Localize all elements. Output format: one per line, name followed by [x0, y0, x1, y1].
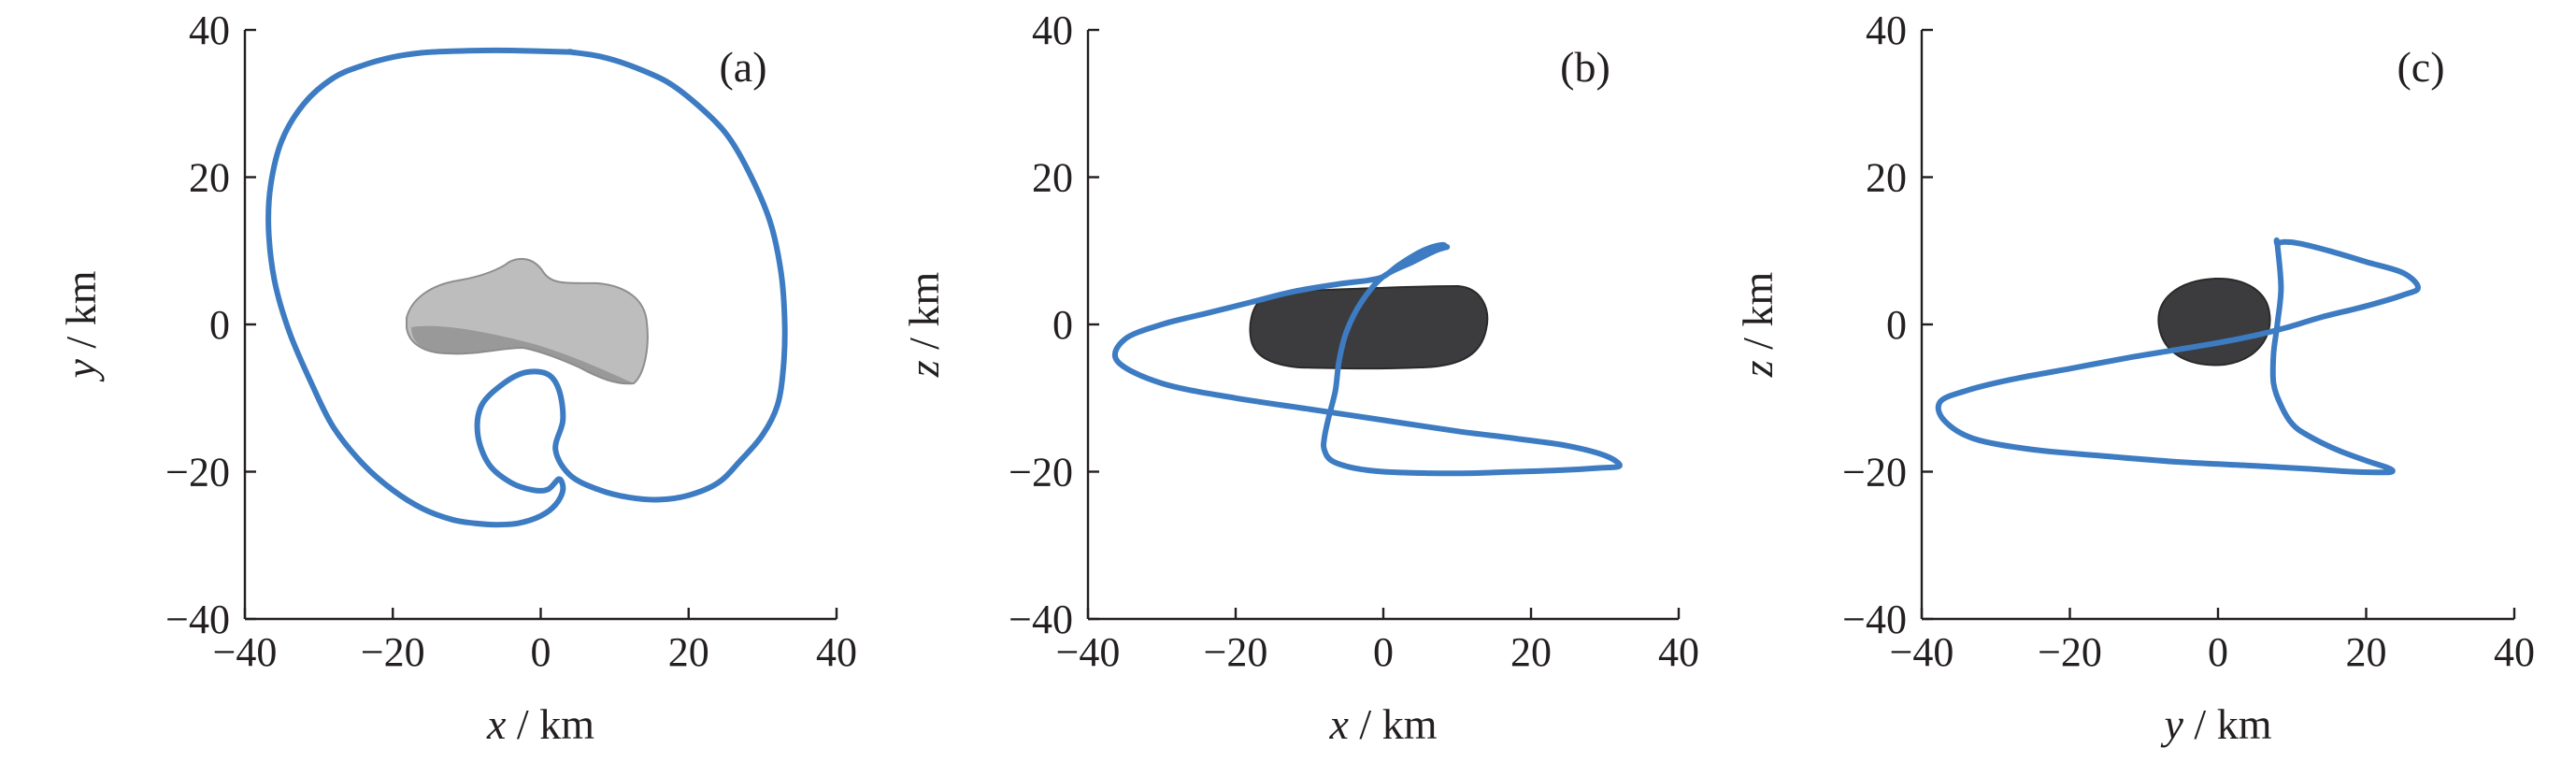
x-tick-label: −20: [2038, 629, 2102, 675]
panel-label: (c): [2397, 43, 2444, 91]
asteroid-bodies: [406, 257, 2271, 385]
panel-label: (a): [719, 43, 766, 91]
y-axis-label: z / km: [1734, 272, 1782, 379]
y-tick-label: 20: [1032, 155, 1073, 201]
trajectory-series-line: [265, 47, 788, 528]
x-tick-label: −20: [1204, 629, 1268, 675]
x-tick-label: 0: [2208, 629, 2228, 675]
y-axis-variable: y: [57, 358, 105, 381]
x-axis-unit: / km: [2183, 700, 2272, 748]
x-tick-label: 40: [1658, 629, 1699, 675]
y-tick-label: 40: [1866, 7, 1907, 53]
panel-label: (b): [1560, 43, 1610, 91]
asteroid-body-a: [406, 257, 649, 385]
x-axis-label: x / km: [1329, 700, 1438, 748]
x-axis-variable: x: [1329, 700, 1350, 748]
x-tick-label: 40: [2494, 629, 2535, 675]
x-tick-label: −40: [1890, 629, 1954, 675]
x-axis-variable: y: [2161, 700, 2184, 748]
y-axis-label: y / km: [57, 270, 105, 381]
y-tick-label: −40: [165, 597, 230, 642]
y-tick-label: −40: [1009, 597, 1073, 642]
y-tick-label: 0: [1886, 302, 1907, 348]
trajectory-series-line: [1935, 237, 2421, 476]
y-axis-variable: z: [900, 360, 948, 378]
y-tick-label: 20: [1866, 155, 1907, 201]
x-tick-label: −20: [361, 629, 425, 675]
y-axis-unit: / km: [900, 272, 948, 361]
y-tick-label: −20: [1842, 450, 1907, 496]
y-tick-label: −20: [165, 450, 230, 496]
x-axis-unit: / km: [506, 700, 594, 748]
x-axis-label: x / km: [486, 700, 594, 748]
x-tick-label: −40: [213, 629, 278, 675]
x-axis-label: y / km: [2161, 700, 2272, 748]
asteroid-shading-a: [411, 325, 634, 384]
y-tick-label: −20: [1009, 450, 1073, 496]
x-axis-unit: / km: [1349, 700, 1438, 748]
y-axis-variable: z: [1734, 360, 1782, 378]
y-axis-unit: / km: [57, 270, 105, 359]
y-axis-unit: / km: [1734, 272, 1782, 361]
asteroid-body-b: [1249, 284, 1489, 370]
y-tick-label: 20: [189, 155, 230, 201]
asteroid-body-c: [2157, 277, 2271, 367]
x-tick-label: 20: [1510, 629, 1552, 675]
x-tick-label: 0: [1373, 629, 1394, 675]
x-tick-label: 40: [816, 629, 857, 675]
x-axis-variable: x: [486, 700, 507, 748]
y-tick-label: 40: [189, 7, 230, 53]
y-tick-label: 40: [1032, 7, 1073, 53]
y-tick-label: −40: [1842, 597, 1907, 642]
trajectory-series-line: [1111, 241, 1623, 477]
y-axis-label: z / km: [900, 272, 948, 379]
y-tick-label: 0: [209, 302, 230, 348]
x-tick-label: 0: [531, 629, 551, 675]
x-tick-label: −40: [1056, 629, 1121, 675]
y-tick-label: 0: [1052, 302, 1073, 348]
x-tick-label: 20: [2346, 629, 2387, 675]
x-tick-label: 20: [668, 629, 709, 675]
